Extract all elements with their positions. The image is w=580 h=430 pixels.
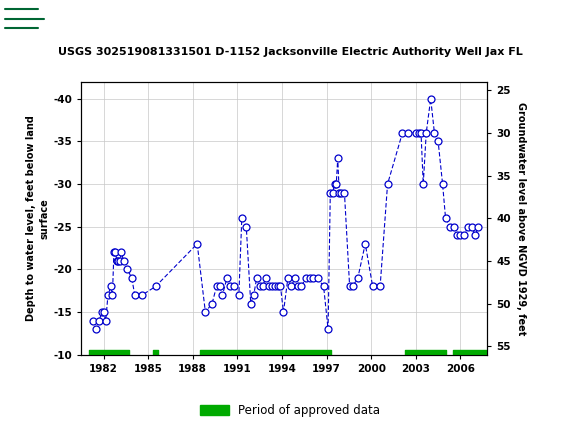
Text: USGS 302519081331501 D-1152 Jacksonville Electric Authority Well Jax FL: USGS 302519081331501 D-1152 Jacksonville…	[57, 47, 523, 57]
Text: USGS: USGS	[61, 9, 129, 29]
Y-axis label: Groundwater level above NGVD 1929, feet: Groundwater level above NGVD 1929, feet	[516, 101, 527, 335]
Legend: Period of approved data: Period of approved data	[195, 399, 385, 422]
Bar	[3, 2, 55, 36]
Y-axis label: Depth to water level, feet below land
surface: Depth to water level, feet below land su…	[26, 115, 49, 321]
